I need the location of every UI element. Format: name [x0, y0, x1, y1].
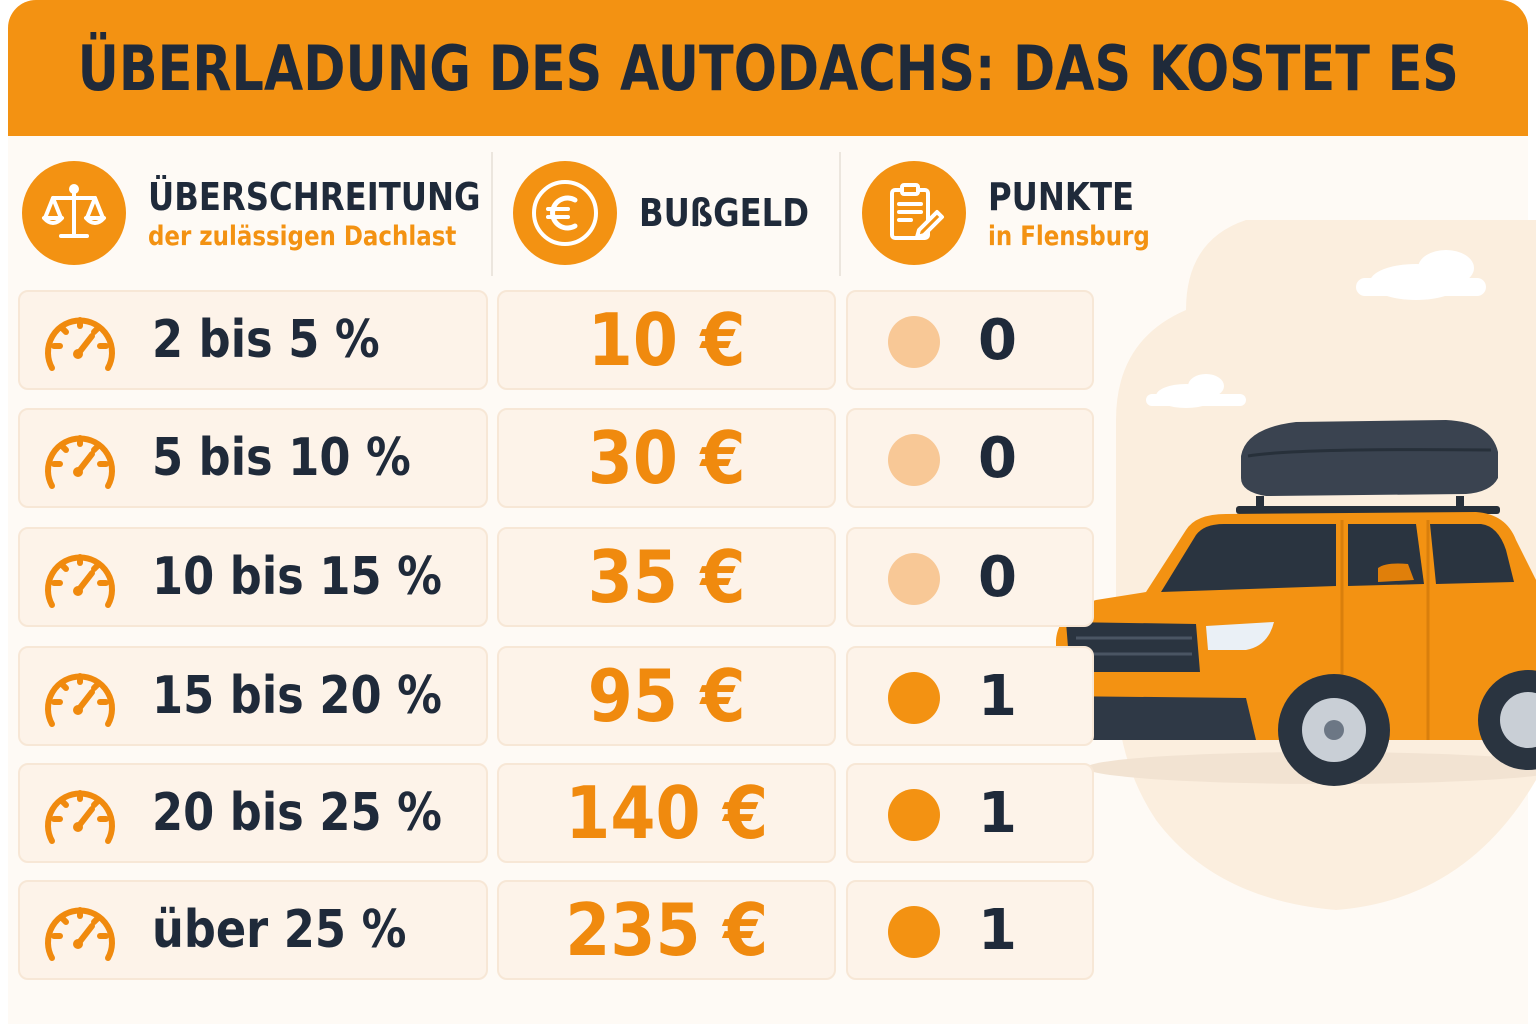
- header-fine: BUßGELD: [513, 150, 839, 276]
- gauge-icon: [40, 422, 120, 502]
- points-value: 0: [978, 544, 1017, 610]
- points-value: 1: [978, 663, 1017, 729]
- table-row-range-cell: 5 bis 10 %: [18, 408, 488, 508]
- range-label: 20 bis 25 %: [152, 783, 442, 843]
- fine-amount: 95 €: [587, 654, 746, 738]
- title-banner: ÜBERLADUNG DES AUTODACHS: DAS KOSTET ES: [8, 0, 1528, 136]
- header-excess-title: ÜBERSCHREITUNG: [148, 174, 481, 219]
- range-label: über 25 %: [152, 900, 407, 960]
- header-fine-title: BUßGELD: [639, 191, 810, 235]
- range-label: 10 bis 15 %: [152, 547, 442, 607]
- points-dot-icon: [888, 553, 940, 605]
- header-excess: ÜBERSCHREITUNG der zulässigen Dachlast: [22, 150, 539, 276]
- column-divider: [491, 152, 493, 276]
- points-dot-icon: [888, 316, 940, 368]
- table-row-fine-cell: 10 €: [497, 290, 836, 390]
- table-row-points-cell: 1: [846, 880, 1094, 980]
- table-row-points-cell: 0: [846, 527, 1094, 627]
- table-row-fine-cell: 95 €: [497, 646, 836, 746]
- header-points: PUNKTE in Flensburg: [862, 150, 1178, 276]
- points-dot-icon: [888, 789, 940, 841]
- table-row-points-cell: 1: [846, 763, 1094, 863]
- table-row-range-cell: über 25 %: [18, 880, 488, 980]
- gauge-icon: [40, 660, 120, 740]
- column-divider: [839, 152, 841, 276]
- fine-amount: 10 €: [587, 298, 746, 382]
- table-row-fine-cell: 140 €: [497, 763, 836, 863]
- table-row-fine-cell: 235 €: [497, 880, 836, 980]
- header-excess-subtitle: der zulässigen Dachlast: [148, 220, 457, 252]
- table-row-range-cell: 20 bis 25 %: [18, 763, 488, 863]
- range-label: 5 bis 10 %: [152, 428, 411, 488]
- table-row-fine-cell: 30 €: [497, 408, 836, 508]
- car-with-roof-box-icon: [1036, 220, 1536, 920]
- gauge-icon: [40, 894, 120, 974]
- clipboard-icon: [862, 161, 966, 265]
- euro-icon: [513, 161, 617, 265]
- fine-amount: 35 €: [587, 535, 746, 619]
- scales-icon: [22, 161, 126, 265]
- table-row-points-cell: 1: [846, 646, 1094, 746]
- fine-amount: 235 €: [565, 888, 768, 972]
- table-row-fine-cell: 35 €: [497, 527, 836, 627]
- points-value: 1: [978, 780, 1017, 846]
- table-row-range-cell: 15 bis 20 %: [18, 646, 488, 746]
- range-label: 15 bis 20 %: [152, 666, 442, 726]
- points-value: 0: [978, 425, 1017, 491]
- gauge-icon: [40, 304, 120, 384]
- points-dot-icon: [888, 906, 940, 958]
- fine-amount: 140 €: [565, 771, 768, 855]
- gauge-icon: [40, 541, 120, 621]
- table-row-points-cell: 0: [846, 408, 1094, 508]
- points-value: 0: [978, 307, 1017, 373]
- header-points-subtitle: in Flensburg: [988, 220, 1150, 252]
- points-dot-icon: [888, 434, 940, 486]
- table-row-points-cell: 0: [846, 290, 1094, 390]
- range-label: 2 bis 5 %: [152, 310, 380, 370]
- points-dot-icon: [888, 672, 940, 724]
- header-points-title: PUNKTE: [988, 174, 1135, 219]
- page-title: ÜBERLADUNG DES AUTODACHS: DAS KOSTET ES: [77, 31, 1459, 105]
- gauge-icon: [40, 777, 120, 857]
- table-row-range-cell: 2 bis 5 %: [18, 290, 488, 390]
- fine-amount: 30 €: [587, 416, 746, 500]
- table-row-range-cell: 10 bis 15 %: [18, 527, 488, 627]
- points-value: 1: [978, 897, 1017, 963]
